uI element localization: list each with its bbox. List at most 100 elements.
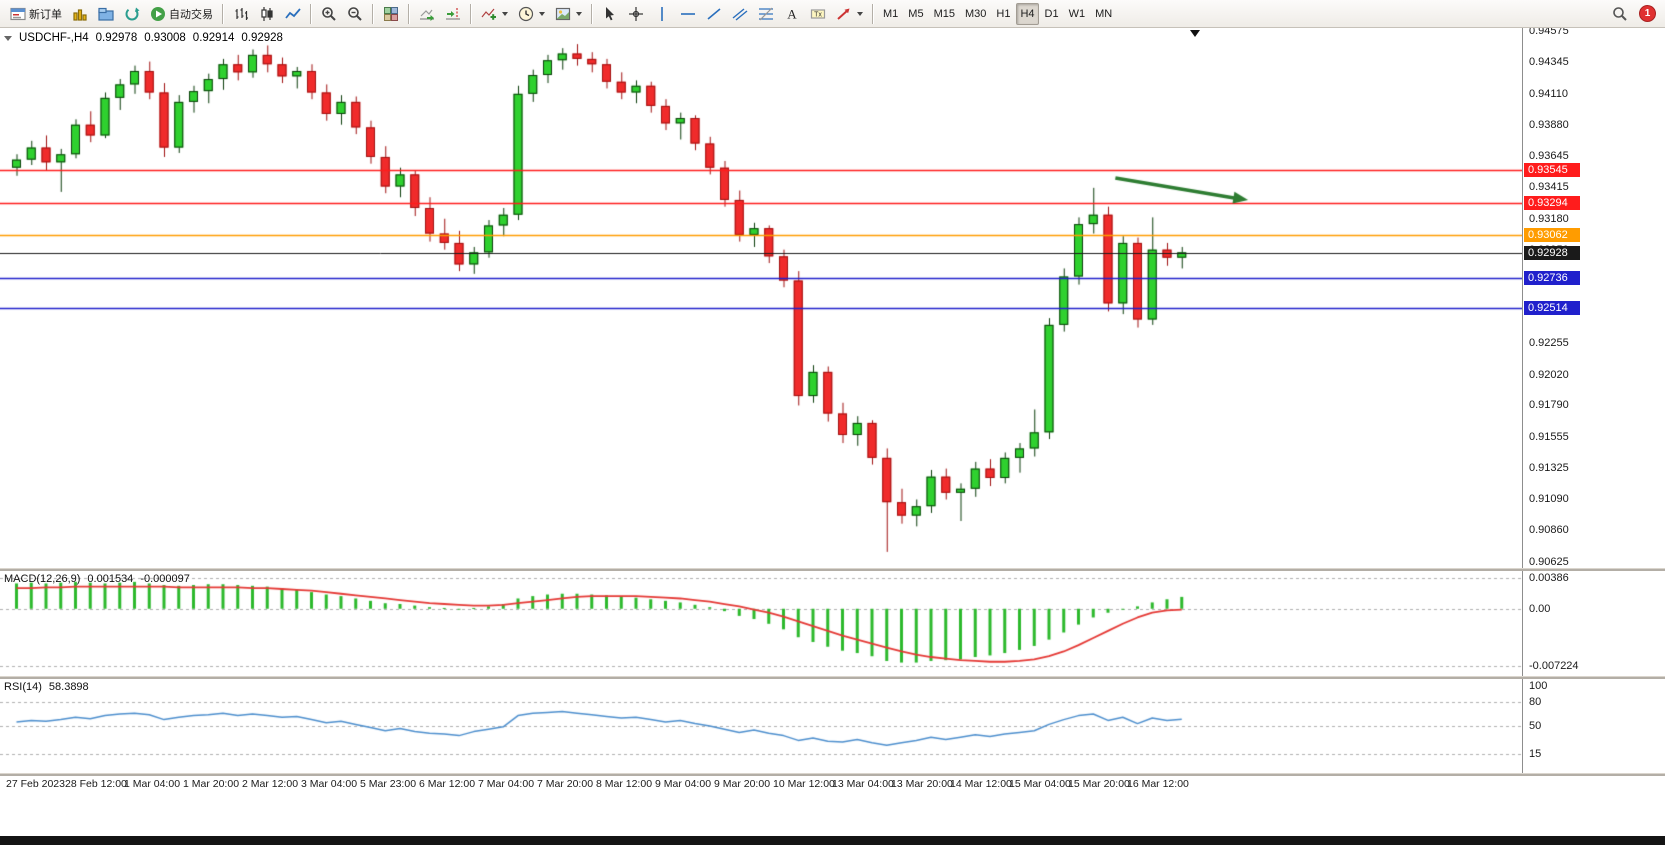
rsi-value: 58.3898 bbox=[48, 681, 89, 693]
channel-tool-button[interactable] bbox=[728, 3, 752, 25]
price-axis-label: 0.94110 bbox=[1529, 87, 1568, 100]
pivot-line-price-tag: 0.93062 bbox=[1524, 227, 1580, 242]
auto-trading-button[interactable]: 自动交易 bbox=[146, 3, 217, 25]
macd-axis-label: 0.00386 bbox=[1529, 572, 1569, 585]
bar-chart-mode-button[interactable] bbox=[229, 3, 253, 25]
rsi-axis[interactable]: 100 80 50 15 bbox=[1522, 678, 1665, 773]
crosshair-tool-icon bbox=[628, 6, 644, 22]
support-line-1-price-tag: 0.92736 bbox=[1524, 271, 1580, 286]
tile-windows-button[interactable] bbox=[379, 3, 403, 25]
periods-dropdown-icon[interactable] bbox=[539, 11, 545, 16]
tf-m15-button[interactable]: M15 bbox=[930, 3, 959, 25]
price-axis-label: 0.93415 bbox=[1529, 181, 1569, 194]
tf-m1-button[interactable]: M1 bbox=[879, 3, 902, 25]
panel-splitter[interactable] bbox=[0, 568, 1665, 571]
templates-button[interactable] bbox=[551, 3, 586, 25]
periods-icon bbox=[518, 6, 534, 22]
channel-tool-icon bbox=[732, 6, 748, 22]
panel-splitter[interactable] bbox=[0, 773, 1665, 776]
chart-shift-icon bbox=[445, 6, 461, 22]
tf-mn-button[interactable]: MN bbox=[1091, 3, 1116, 25]
tf-h4-button[interactable]: H4 bbox=[1016, 2, 1039, 25]
time-axis-label: 8 Mar 12:00 bbox=[596, 778, 653, 790]
rsi-canvas[interactable] bbox=[0, 678, 1522, 773]
time-axis-label: 6 Mar 12:00 bbox=[419, 778, 476, 790]
price-axis-label: 0.94345 bbox=[1529, 56, 1569, 69]
new-order-button[interactable]: 新订单 bbox=[6, 3, 66, 25]
tf-m1-label: M1 bbox=[883, 7, 899, 20]
rsi-axis-label: 80 bbox=[1529, 696, 1542, 708]
indicators-dropdown-icon[interactable] bbox=[502, 11, 508, 16]
profiles-button[interactable] bbox=[94, 3, 118, 25]
line-chart-mode-icon bbox=[285, 6, 301, 22]
macd-axis-label: 0.00 bbox=[1529, 602, 1551, 615]
horizontal-line-tool-button[interactable] bbox=[676, 3, 700, 25]
macd-axis[interactable]: 0.00386 0.00 -0.007224 bbox=[1522, 570, 1665, 676]
price-axis-label: 0.91555 bbox=[1529, 431, 1569, 444]
cursor-tool-button[interactable] bbox=[598, 3, 622, 25]
text-tool-button[interactable]: A bbox=[780, 3, 804, 25]
toolbar-separator bbox=[591, 3, 593, 24]
macd-canvas[interactable] bbox=[0, 570, 1522, 676]
price-axis-label: 0.93180 bbox=[1529, 212, 1569, 225]
indicators-button[interactable] bbox=[477, 3, 512, 25]
tf-h1-label: H1 bbox=[996, 7, 1011, 20]
svg-text:A: A bbox=[787, 6, 797, 21]
tf-h1-button[interactable]: H1 bbox=[992, 3, 1014, 25]
auto-scroll-button[interactable] bbox=[415, 3, 439, 25]
tf-m5-button[interactable]: M5 bbox=[904, 3, 927, 25]
tf-d1-button[interactable]: D1 bbox=[1041, 3, 1063, 25]
main-toolbar: 新订单 自动交易 A Tx M1 M5 M15 M30 H1 H4 D1 W1 MN 1 bbox=[0, 0, 1665, 28]
shapes-tool-dropdown-icon[interactable] bbox=[857, 11, 863, 16]
time-axis-label: 15 Mar 04:00 bbox=[1009, 778, 1071, 790]
cursor-tool-icon bbox=[602, 6, 618, 22]
vertical-line-tool-icon bbox=[654, 6, 670, 22]
macd-signal-value: -0.000097 bbox=[140, 573, 190, 585]
chart-shift-button[interactable] bbox=[441, 3, 465, 25]
bid-price-line-price-tag: 0.92928 bbox=[1524, 245, 1580, 260]
notification-badge[interactable]: 1 bbox=[1639, 5, 1656, 22]
symbol-dropdown-icon[interactable] bbox=[4, 35, 12, 41]
new-chart-button[interactable] bbox=[68, 3, 92, 25]
price-axis[interactable]: 0.94575 0.94345 0.94110 0.93880 0.93645 0.934… bbox=[1522, 28, 1665, 568]
shapes-tool-button[interactable] bbox=[832, 3, 867, 25]
auto-trading-icon bbox=[150, 6, 166, 22]
price-axis-label: 0.93880 bbox=[1529, 118, 1569, 131]
fibonacci-tool-button[interactable] bbox=[754, 3, 778, 25]
candlestick-mode-button[interactable] bbox=[255, 3, 279, 25]
bar-chart-mode-icon bbox=[233, 6, 249, 22]
panel-splitter[interactable] bbox=[0, 676, 1665, 679]
line-chart-mode-button[interactable] bbox=[281, 3, 305, 25]
trendline-tool-button[interactable] bbox=[702, 3, 726, 25]
rsi-axis-label: 15 bbox=[1529, 748, 1542, 760]
price-axis-label: 0.91090 bbox=[1529, 493, 1569, 506]
time-axis[interactable]: 27 Feb 2023 28 Feb 12:00 1 Mar 04:00 1 Mar … bbox=[0, 775, 1665, 793]
label-tool-button[interactable]: Tx bbox=[806, 3, 830, 25]
templates-dropdown-icon[interactable] bbox=[576, 11, 582, 16]
rsi-label-row: RSI(14) 58.3898 bbox=[4, 681, 89, 693]
zoom-in-icon bbox=[321, 6, 337, 22]
vertical-line-tool-button[interactable] bbox=[650, 3, 674, 25]
tf-w1-button[interactable]: W1 bbox=[1065, 3, 1090, 25]
tf-d1-label: D1 bbox=[1044, 7, 1059, 20]
search-button[interactable] bbox=[1608, 3, 1632, 25]
time-axis-label: 1 Mar 20:00 bbox=[183, 778, 240, 790]
zoom-out-button[interactable] bbox=[343, 3, 367, 25]
tf-m30-button[interactable]: M30 bbox=[961, 3, 990, 25]
time-axis-label: 10 Mar 12:00 bbox=[773, 778, 835, 790]
tf-m30-label: M30 bbox=[964, 7, 987, 20]
periods-button[interactable] bbox=[514, 3, 549, 25]
chart-shift-marker-icon[interactable] bbox=[1190, 30, 1200, 37]
price-axis-label: 0.90625 bbox=[1529, 555, 1569, 568]
refresh-button[interactable] bbox=[120, 3, 144, 25]
price-axis-label: 0.94575 bbox=[1529, 28, 1569, 38]
search-icon bbox=[1612, 6, 1628, 22]
auto-scroll-icon bbox=[419, 6, 435, 22]
price-axis-label: 0.91325 bbox=[1529, 461, 1569, 474]
crosshair-tool-button[interactable] bbox=[624, 3, 648, 25]
price-chart-canvas[interactable] bbox=[0, 28, 1522, 568]
zoom-in-button[interactable] bbox=[317, 3, 341, 25]
low-value: 0.92914 bbox=[192, 32, 235, 44]
tf-mn-label: MN bbox=[1095, 7, 1113, 20]
